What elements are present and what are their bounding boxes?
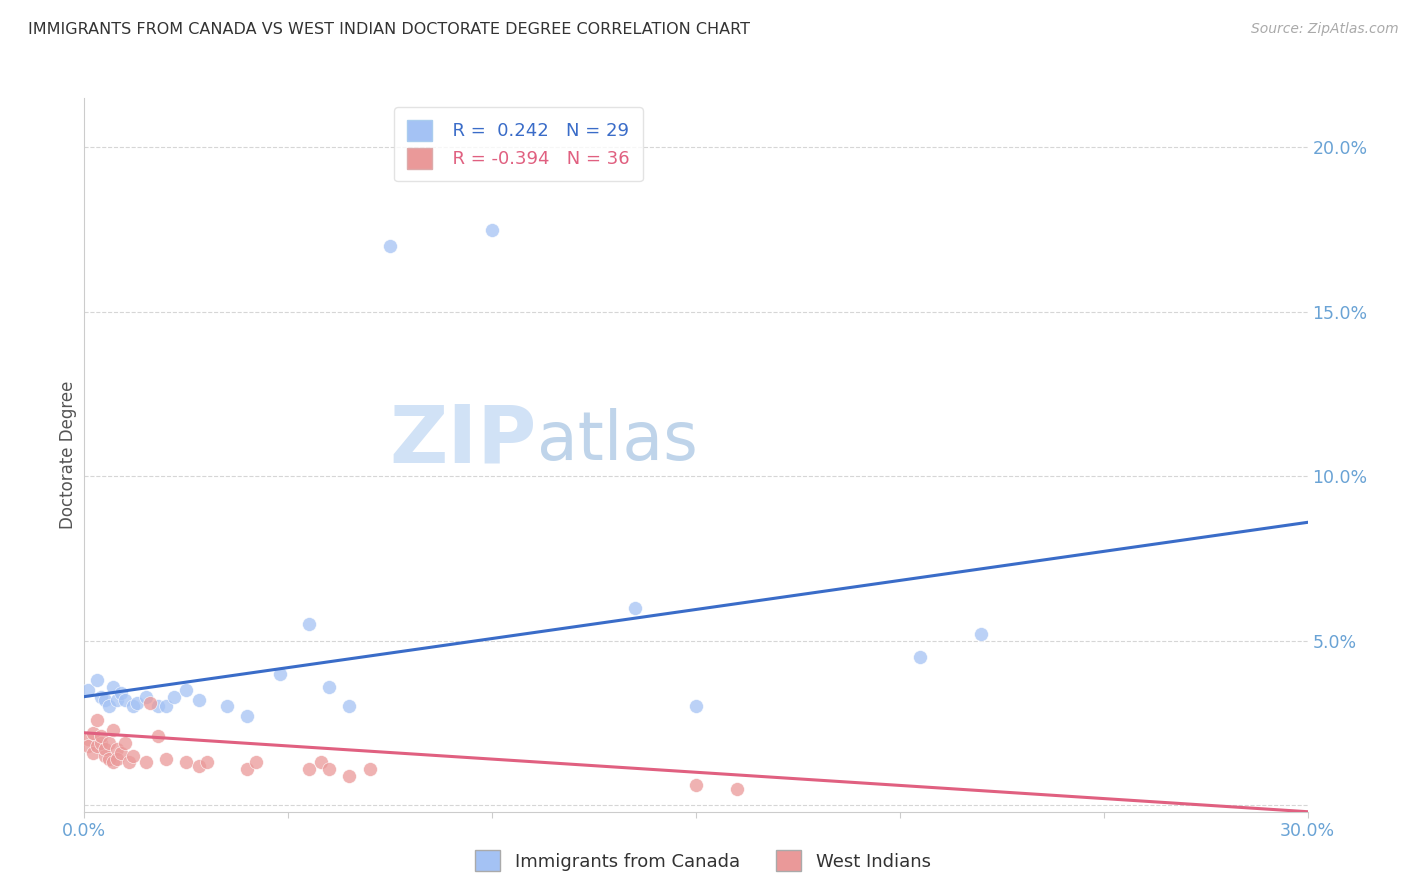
Point xyxy=(127,696,149,710)
Point xyxy=(118,756,141,770)
Point xyxy=(236,709,259,723)
Legend: Immigrants from Canada, West Indians: Immigrants from Canada, West Indians xyxy=(468,843,938,879)
Point xyxy=(110,746,132,760)
Point xyxy=(624,600,647,615)
Point xyxy=(187,693,209,707)
Point xyxy=(174,683,197,698)
Point xyxy=(105,693,128,707)
Point xyxy=(359,762,381,776)
Point xyxy=(82,726,104,740)
Text: atlas: atlas xyxy=(537,408,697,474)
Legend:   R =  0.242   N = 29,   R = -0.394   N = 36: R = 0.242 N = 29, R = -0.394 N = 36 xyxy=(395,107,643,181)
Point xyxy=(122,699,145,714)
Point xyxy=(110,686,132,700)
Point xyxy=(114,693,136,707)
Text: Source: ZipAtlas.com: Source: ZipAtlas.com xyxy=(1251,22,1399,37)
Point xyxy=(725,781,748,796)
Point xyxy=(86,739,108,753)
Point xyxy=(187,758,209,772)
Text: ZIP: ZIP xyxy=(389,401,537,480)
Point xyxy=(309,756,332,770)
Point xyxy=(298,617,321,632)
Point xyxy=(93,693,115,707)
Point xyxy=(105,742,128,756)
Point xyxy=(146,729,169,743)
Point xyxy=(86,673,108,688)
Point xyxy=(163,690,186,704)
Point xyxy=(90,690,112,704)
Point xyxy=(318,680,340,694)
Point xyxy=(101,723,124,737)
Point xyxy=(82,746,104,760)
Point xyxy=(195,756,218,770)
Y-axis label: Doctorate Degree: Doctorate Degree xyxy=(59,381,77,529)
Point xyxy=(217,699,239,714)
Point xyxy=(236,762,259,776)
Point xyxy=(481,222,503,236)
Point xyxy=(685,699,707,714)
Point xyxy=(114,736,136,750)
Point xyxy=(318,762,340,776)
Point xyxy=(174,756,197,770)
Point xyxy=(155,699,177,714)
Point xyxy=(93,742,115,756)
Point xyxy=(298,762,321,776)
Point xyxy=(155,752,177,766)
Point xyxy=(90,736,112,750)
Point xyxy=(90,729,112,743)
Text: IMMIGRANTS FROM CANADA VS WEST INDIAN DOCTORATE DEGREE CORRELATION CHART: IMMIGRANTS FROM CANADA VS WEST INDIAN DO… xyxy=(28,22,751,37)
Point xyxy=(146,699,169,714)
Point xyxy=(86,713,108,727)
Point xyxy=(77,683,100,698)
Point xyxy=(908,650,931,665)
Point xyxy=(685,779,707,793)
Point xyxy=(93,748,115,763)
Point xyxy=(970,627,993,641)
Point xyxy=(97,699,120,714)
Point xyxy=(339,699,360,714)
Point xyxy=(138,696,160,710)
Point xyxy=(135,756,157,770)
Point xyxy=(122,748,145,763)
Point xyxy=(245,756,267,770)
Point xyxy=(77,739,100,753)
Point xyxy=(101,756,124,770)
Point xyxy=(97,752,120,766)
Point xyxy=(105,752,128,766)
Point xyxy=(97,736,120,750)
Point xyxy=(339,768,360,782)
Point xyxy=(101,680,124,694)
Point xyxy=(135,690,157,704)
Point xyxy=(380,239,402,253)
Point xyxy=(77,732,100,747)
Point xyxy=(269,666,291,681)
